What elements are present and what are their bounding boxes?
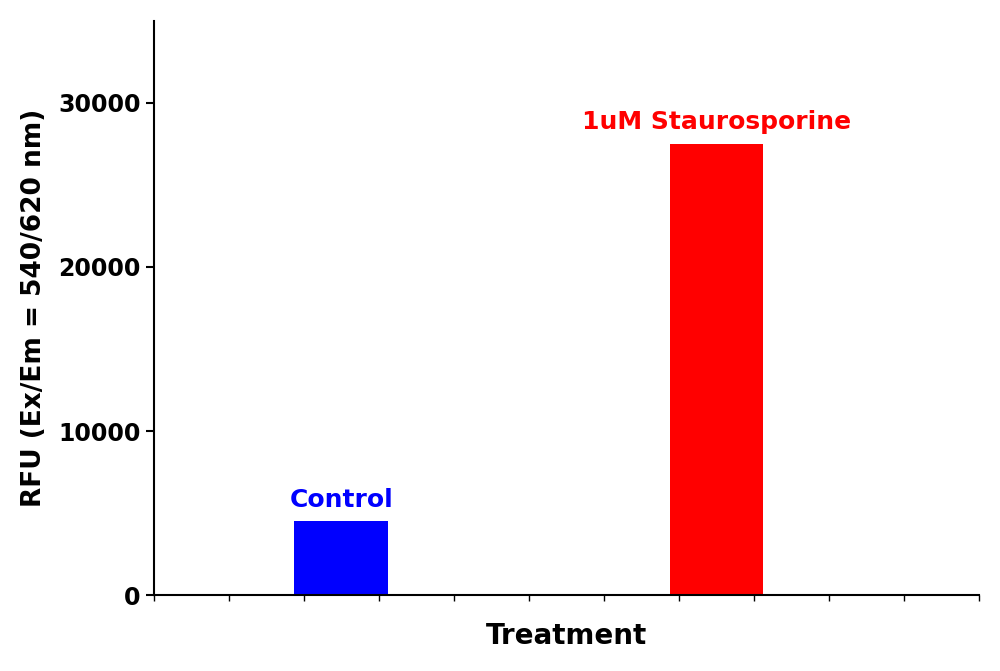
- Text: 1uM Staurosporine: 1uM Staurosporine: [582, 110, 851, 134]
- Bar: [294, 521, 388, 595]
- X-axis label: Treatment: Treatment: [486, 622, 647, 650]
- Text: Control: Control: [289, 488, 393, 511]
- Y-axis label: RFU (Ex/Em = 540/620 nm): RFU (Ex/Em = 540/620 nm): [21, 109, 47, 507]
- Bar: [670, 144, 763, 595]
